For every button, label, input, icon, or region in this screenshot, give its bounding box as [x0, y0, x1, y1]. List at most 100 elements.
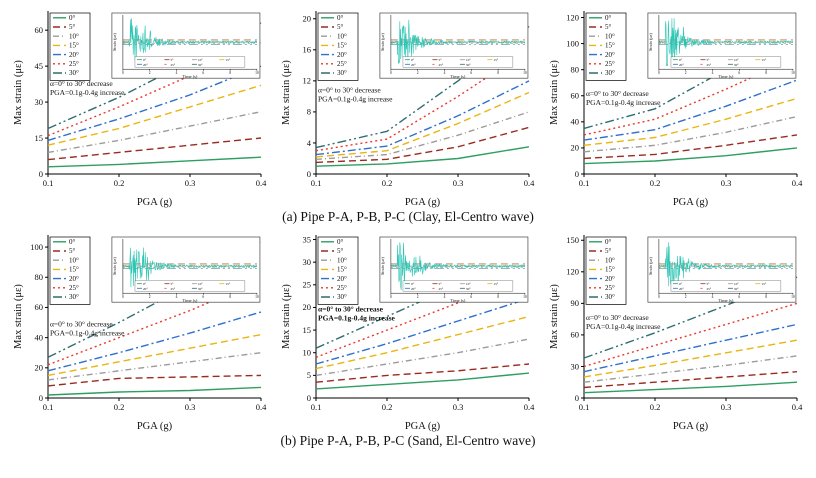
y-tick-label: 60	[571, 330, 580, 340]
series-line-15°	[47, 333, 262, 377]
legend-label: 0°	[605, 14, 612, 22]
x-tick-label: 0.1	[579, 178, 590, 188]
inset-x-tick-label: 8	[229, 71, 231, 75]
inset-x-tick-label: 0	[122, 71, 124, 75]
inset-x-tick-label: 6	[470, 71, 472, 75]
inset-legend-label: 0°	[143, 282, 147, 286]
y-tick-label: 25	[303, 280, 312, 290]
inset-x-tick-label: 6	[202, 71, 204, 75]
annotation-line-1: α=0° to 30° decrease	[50, 79, 113, 88]
legend-label: 0°	[69, 14, 76, 22]
inset-legend-box	[670, 280, 782, 292]
x-tick-label: 0.1	[579, 402, 590, 412]
inset-legend-box	[134, 56, 246, 68]
inset-x-tick-label: 0	[390, 71, 392, 75]
y-axis-label: Max strain (με)	[13, 284, 24, 349]
inset-y-axis-label: Strain (με)	[112, 257, 117, 275]
series-line-15°	[315, 315, 530, 370]
inset-legend-label: 5°	[170, 58, 174, 62]
caption-row-a: (a) Pipe P-A, P-B, P-C (Clay, El-Centro …	[282, 209, 534, 224]
y-tick-label: 30	[571, 361, 580, 371]
inset-x-tick-label: 0	[658, 71, 660, 75]
inset-x-tick-label: 6	[738, 71, 740, 75]
legend-label: 15°	[337, 266, 347, 274]
annotation-line-2: PGA=0.1g-0.4g increase	[586, 322, 661, 331]
chart-clay-pipe-c: 0 20 40 60 80 100 120 0.1 0.2 0.3 0.4 PGA (g) Max st…	[548, 6, 804, 208]
inset-x-axis-label: Time (s)	[718, 74, 733, 79]
inset-x-tick-label: 0	[658, 295, 660, 299]
y-tick-label: 8	[307, 107, 311, 117]
inset-x-tick-label: 8	[497, 71, 499, 75]
legend-label: 5°	[337, 23, 344, 31]
inset-legend-label: 20°	[143, 287, 148, 291]
y-tick-label: 0	[307, 393, 311, 403]
series-line-10°	[47, 111, 262, 154]
inset-legend-label: 25°	[170, 287, 175, 291]
series-line-0°	[315, 372, 530, 390]
legend-box	[317, 236, 359, 305]
x-axis-label: PGA (g)	[137, 421, 173, 432]
inset-x-tick-label: 0	[122, 295, 124, 299]
legend-label: 15°	[605, 42, 615, 50]
inset-legend-label: 10°	[466, 58, 471, 62]
inset-legend-label: 5°	[438, 58, 442, 62]
inset-legend-label: 15°	[225, 282, 230, 286]
x-tick-label: 0.4	[792, 178, 803, 188]
annotation-line-2: PGA=0.1g-0.4g increase	[50, 328, 125, 337]
inset-legend-label: 30°	[734, 63, 739, 67]
x-tick-label: 0.4	[256, 178, 267, 188]
inset-x-tick-label: 6	[202, 295, 204, 299]
inset-x-tick-label: 10	[255, 71, 259, 75]
series-line-15°	[583, 339, 798, 378]
series-line-25°	[47, 41, 262, 137]
inset-x-tick-label: 2	[417, 295, 419, 299]
series-line-20°	[583, 79, 798, 141]
series-line-0°	[47, 156, 262, 168]
x-tick-label: 0.3	[721, 178, 732, 188]
inset-x-axis-label: Time (s)	[182, 74, 197, 79]
caption-row-b: (b) Pipe P-A, P-B, P-C (Sand, El-Centro …	[280, 433, 536, 448]
inset-legend-label: 10°	[734, 58, 739, 62]
inset-box	[111, 12, 261, 79]
y-tick-label: 150	[566, 235, 579, 245]
legend-label: 25°	[69, 60, 79, 68]
annotation-line-2: PGA=0.1g-0.4g increase	[586, 98, 661, 107]
inset-x-axis-label: Time (s)	[718, 298, 733, 303]
legend-label: 0°	[605, 238, 612, 246]
series-line-5°	[315, 363, 530, 383]
legend-label: 5°	[337, 247, 344, 255]
x-tick-label: 0.2	[114, 402, 125, 412]
legend-box	[585, 236, 627, 305]
legend-label: 30°	[69, 69, 79, 77]
inset-legend-label: 30°	[466, 287, 471, 291]
inset-x-tick-label: 2	[417, 71, 419, 75]
x-tick-label: 0.4	[524, 178, 535, 188]
legend-box	[49, 236, 91, 305]
legend-label: 25°	[605, 60, 615, 68]
inset-legend-box	[134, 280, 246, 292]
inset-x-tick-label: 4	[712, 71, 714, 75]
annotation-line-2: PGA=0.1g-0.4g increase	[50, 88, 125, 97]
x-tick-label: 0.4	[256, 402, 267, 412]
series-line-15°	[583, 97, 798, 146]
inset-legend-label: 30°	[198, 63, 203, 67]
inset-legend-label: 15°	[761, 58, 766, 62]
annotation-line-2: PGA=0.1g-0.4g increase	[318, 95, 393, 104]
y-tick-label: 15	[303, 325, 312, 335]
y-tick-label: 20	[303, 14, 312, 24]
inset-waveform	[122, 18, 258, 61]
legend-label: 30°	[337, 293, 347, 301]
legend-label: 20°	[69, 275, 79, 283]
y-tick-label: 30	[35, 97, 44, 107]
inset-legend-label: 5°	[170, 282, 174, 286]
y-tick-label: 0	[39, 169, 43, 179]
inset-y-axis-label: Strain (με)	[380, 257, 385, 275]
x-axis-label: PGA (g)	[673, 421, 709, 432]
inset-x-tick-label: 2	[149, 71, 151, 75]
legend-label: 15°	[337, 42, 347, 50]
inset-x-tick-label: 6	[470, 295, 472, 299]
inset-y-axis-label: Strain (με)	[648, 33, 653, 51]
series-line-20°	[47, 311, 262, 372]
